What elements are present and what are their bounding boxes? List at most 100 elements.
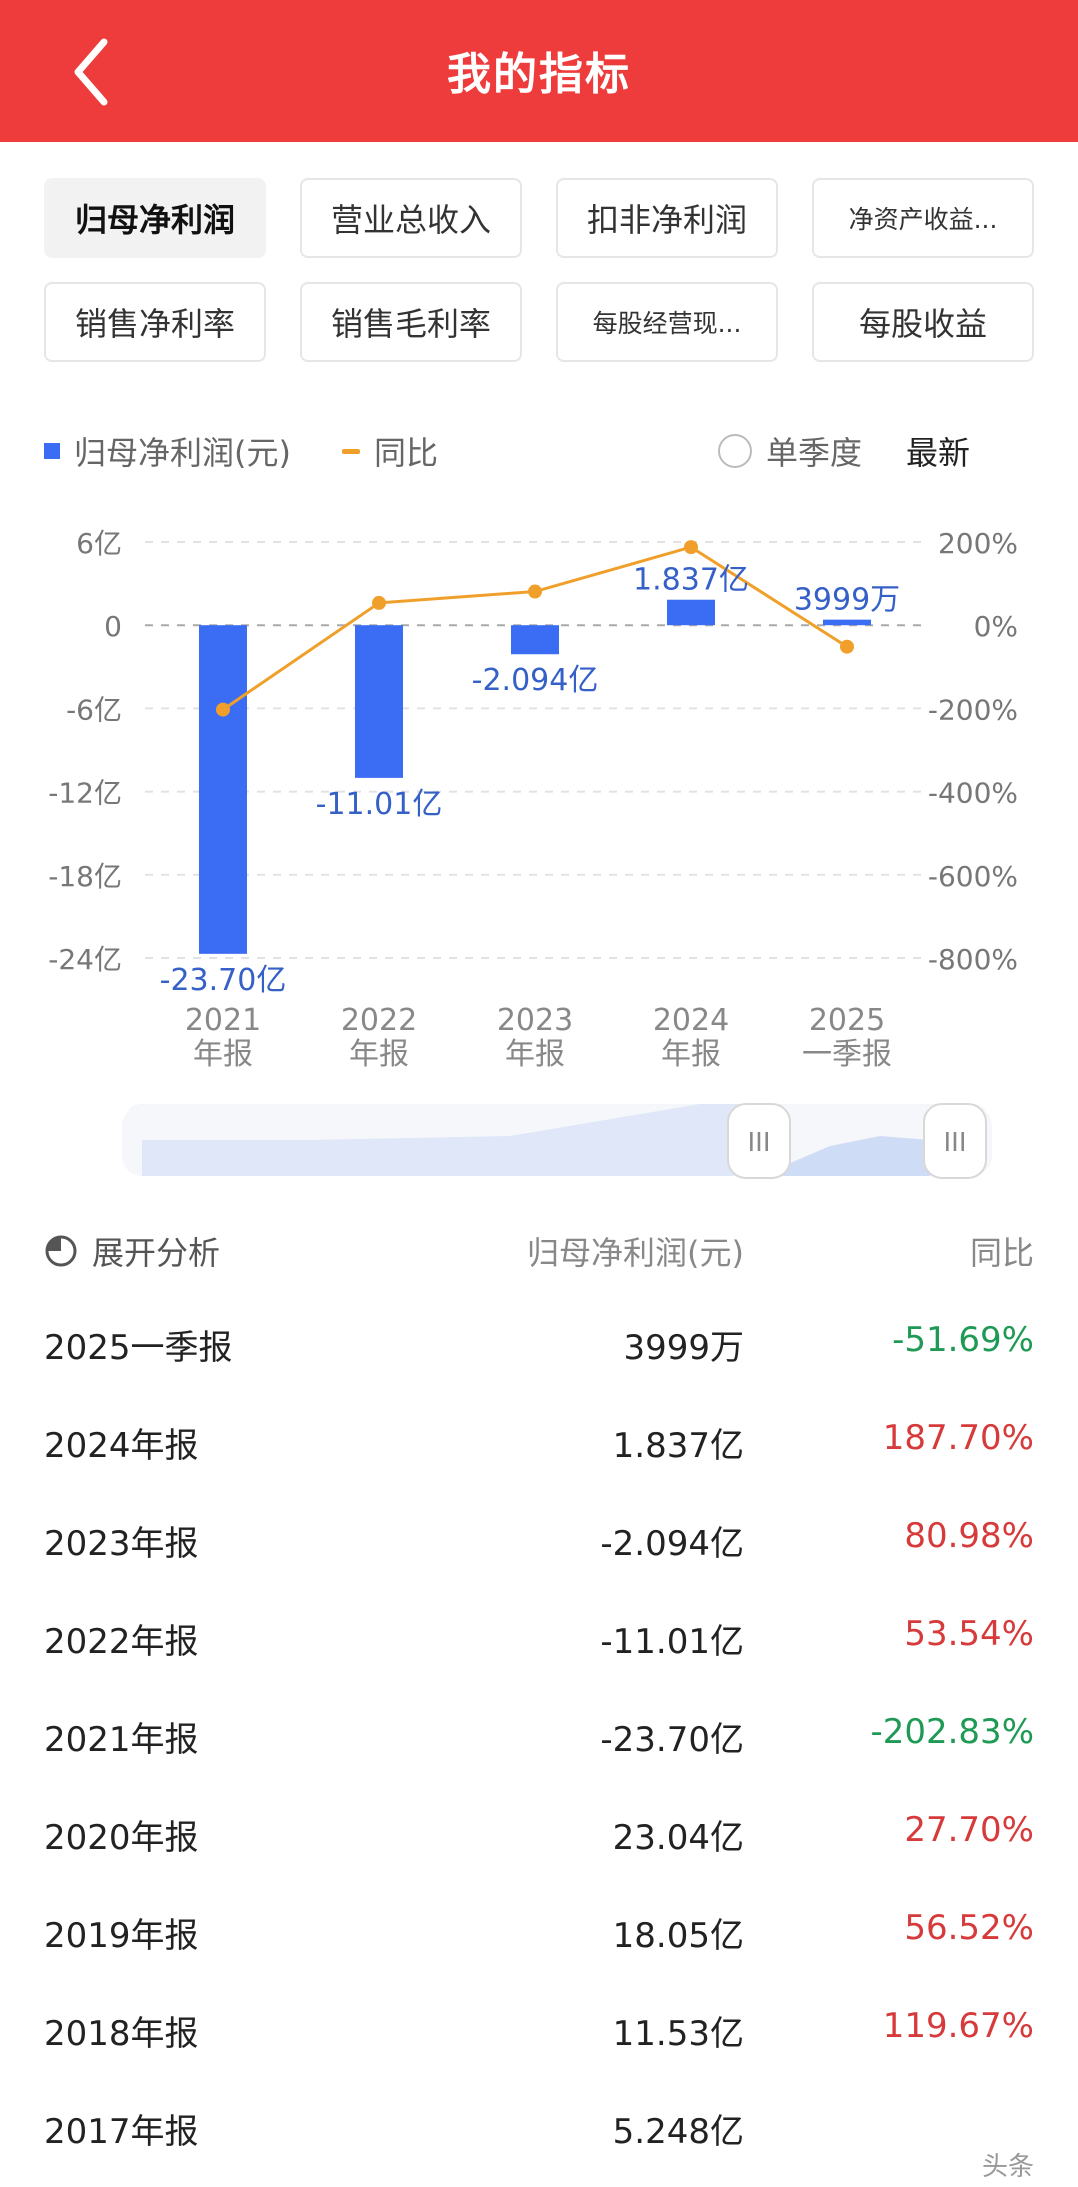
row-yoy: 27.70% — [904, 1810, 1034, 1850]
y-tick-label-right: -200% — [928, 693, 1018, 726]
row-value: 23.04亿 — [612, 1818, 744, 1858]
single-quarter-label: 单季度 — [766, 434, 863, 472]
x-tick-kind: 一季报 — [802, 1037, 892, 1072]
row-value: -2.094亿 — [600, 1524, 744, 1564]
expand-analysis-label: 展开分析 — [92, 1234, 221, 1272]
bar — [511, 625, 559, 655]
handle-grip-icon: III — [747, 1128, 770, 1158]
page-title: 我的指标 — [447, 49, 631, 100]
table-row[interactable]: 2024年报 1.837亿 187.70% — [44, 1418, 1034, 1488]
y-tick-label-right: 0% — [974, 610, 1018, 643]
tab-net-profit-parent[interactable]: 归母净利润 — [44, 178, 266, 258]
single-quarter-toggle[interactable]: 单季度 — [718, 428, 862, 474]
bar — [667, 599, 715, 626]
row-period: 2024年报 — [44, 1426, 199, 1466]
y-tick-label-left: -18亿 — [48, 860, 122, 893]
row-period: 2021年报 — [44, 1720, 199, 1760]
tab-gross-margin[interactable]: 销售毛利率 — [300, 282, 522, 362]
analysis-header: 展开分析 归母净利润(元) 同比 — [44, 1228, 1034, 1288]
row-yoy: 56.52% — [904, 1908, 1034, 1948]
row-period: 2020年报 — [44, 1818, 199, 1858]
table-row[interactable]: 2025一季报 3999万 -51.69% — [44, 1320, 1034, 1390]
table-row[interactable]: 2020年报 23.04亿 27.70% — [44, 1810, 1034, 1880]
bar — [199, 625, 247, 954]
x-tick-kind: 年报 — [193, 1037, 253, 1072]
slider-handle-left[interactable] — [727, 1103, 791, 1179]
x-tick-year: 2023 — [497, 1003, 573, 1038]
x-tick-year: 2025 — [809, 1003, 885, 1038]
net-profit-chart: 6亿 0 -6亿 -12亿 -18亿 -24亿 200% 0% -200% -400% -600%… — [48, 527, 1018, 1110]
yoy-point — [216, 702, 230, 717]
x-tick-kind: 年报 — [505, 1037, 565, 1072]
row-yoy: 53.54% — [904, 1614, 1034, 1654]
bar-swatch — [44, 443, 60, 459]
data-label: -23.70亿 — [160, 963, 287, 998]
tab-net-margin[interactable]: 销售净利率 — [44, 282, 266, 362]
y-tick-label-left: -6亿 — [66, 693, 122, 726]
row-value: -11.01亿 — [600, 1622, 744, 1662]
pie-chart-icon — [45, 1235, 77, 1267]
row-yoy: -51.69% — [892, 1320, 1034, 1360]
tab-roe[interactable]: 净资产收益... — [812, 178, 1034, 258]
row-yoy: 187.70% — [882, 1418, 1034, 1458]
legend-line-label: 同比 — [374, 434, 439, 472]
expand-analysis-button[interactable]: 展开分析 — [44, 1228, 220, 1274]
data-labels: -23.70亿 -11.01亿 -2.094亿 1.837亿 3999万 — [160, 563, 901, 998]
y-tick-label-right: -800% — [928, 943, 1018, 976]
y-tick-label-left: 6亿 — [76, 527, 122, 560]
data-label: -2.094亿 — [472, 663, 599, 698]
y-axis-right: 200% 0% -200% -400% -600% -800% — [928, 527, 1018, 976]
y-tick-label-left: -24亿 — [48, 943, 122, 976]
x-tick-year: 2021 — [185, 1003, 261, 1038]
back-button[interactable] — [62, 30, 132, 114]
bar-series — [199, 599, 871, 954]
row-value: 5.248亿 — [612, 2112, 744, 2152]
data-label: 1.837亿 — [633, 563, 749, 598]
row-period: 2023年报 — [44, 1524, 199, 1564]
row-value: 18.05亿 — [612, 1916, 744, 1956]
yoy-point — [372, 595, 386, 610]
y-axis-left: 6亿 0 -6亿 -12亿 -18亿 -24亿 — [48, 527, 122, 976]
y-tick-label-right: 200% — [938, 527, 1018, 560]
table-row[interactable]: 2019年报 18.05亿 56.52% — [44, 1908, 1034, 1978]
tab-eps[interactable]: 每股收益 — [812, 282, 1034, 362]
row-period: 2018年报 — [44, 2014, 199, 2054]
tab-deducted-net-profit[interactable]: 扣非净利润 — [556, 178, 778, 258]
row-value: 1.837亿 — [612, 1426, 744, 1466]
yoy-point — [840, 639, 854, 654]
table-row[interactable]: 2017年报 5.248亿 — [44, 2104, 1034, 2174]
table-row[interactable]: 2023年报 -2.094亿 80.98% — [44, 1516, 1034, 1586]
data-label: -11.01亿 — [316, 787, 443, 822]
legend-line[interactable]: 同比 — [342, 428, 438, 474]
y-tick-label-left: 0 — [104, 610, 122, 643]
row-period: 2017年报 — [44, 2112, 199, 2152]
row-period: 2022年报 — [44, 1622, 199, 1662]
x-tick-kind: 年报 — [661, 1037, 721, 1072]
row-value: 11.53亿 — [612, 2014, 744, 2054]
slider-handle-right[interactable] — [923, 1103, 987, 1179]
legend-bar[interactable]: 归母净利润(元) — [44, 428, 291, 474]
bar — [355, 625, 403, 778]
line-series — [216, 540, 854, 717]
table-row[interactable]: 2022年报 -11.01亿 53.54% — [44, 1614, 1034, 1684]
x-tick-kind: 年报 — [349, 1037, 409, 1072]
table-row[interactable]: 2021年报 -23.70亿 -202.83% — [44, 1712, 1034, 1782]
latest-button[interactable]: 最新 — [906, 434, 971, 472]
app-header: 我的指标 — [0, 0, 1078, 142]
y-tick-label-right: -400% — [928, 777, 1018, 810]
tab-total-revenue[interactable]: 营业总收入 — [300, 178, 522, 258]
tab-operating-cashflow-per-share[interactable]: 每股经营现... — [556, 282, 778, 362]
yoy-point — [528, 584, 542, 599]
row-period: 2025一季报 — [44, 1328, 233, 1368]
table-row[interactable]: 2018年报 11.53亿 119.67% — [44, 2006, 1034, 2076]
watermark: 头条 — [981, 2152, 1034, 2182]
chevron-left-icon — [74, 38, 108, 106]
y-tick-label-left: -12亿 — [48, 777, 122, 810]
range-slider-overview[interactable]: III III — [0, 1096, 1078, 1196]
column-header-value: 归母净利润(元) — [527, 1234, 744, 1272]
row-period: 2019年报 — [44, 1916, 199, 1956]
row-yoy: -202.83% — [870, 1712, 1034, 1752]
legend-bar-label: 归母净利润(元) — [74, 434, 291, 472]
row-yoy: 80.98% — [904, 1516, 1034, 1556]
